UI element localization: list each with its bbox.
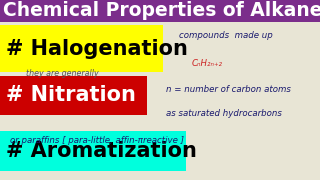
FancyBboxPatch shape: [0, 25, 163, 72]
FancyBboxPatch shape: [0, 131, 186, 171]
Text: # Aromatization: # Aromatization: [6, 141, 197, 161]
Text: CₙH₂ₙ₊₂: CₙH₂ₙ₊₂: [192, 58, 223, 68]
Text: as saturated hydrocarbons: as saturated hydrocarbons: [166, 109, 282, 118]
Text: n = number of carbon atoms: n = number of carbon atoms: [166, 86, 291, 94]
Text: # Halogenation: # Halogenation: [6, 39, 188, 59]
Text: or paraffins [ para-little, affin-πreactive ]: or paraffins [ para-little, affin-πreact…: [10, 136, 184, 145]
FancyBboxPatch shape: [0, 76, 147, 115]
Text: # Nitration: # Nitration: [6, 85, 136, 105]
FancyBboxPatch shape: [0, 0, 320, 22]
Text: compounds  made up: compounds made up: [179, 31, 273, 40]
Text: Chemical Properties of Alkanes,: Chemical Properties of Alkanes,: [3, 1, 320, 20]
Text: they are generally: they are generally: [26, 69, 98, 78]
